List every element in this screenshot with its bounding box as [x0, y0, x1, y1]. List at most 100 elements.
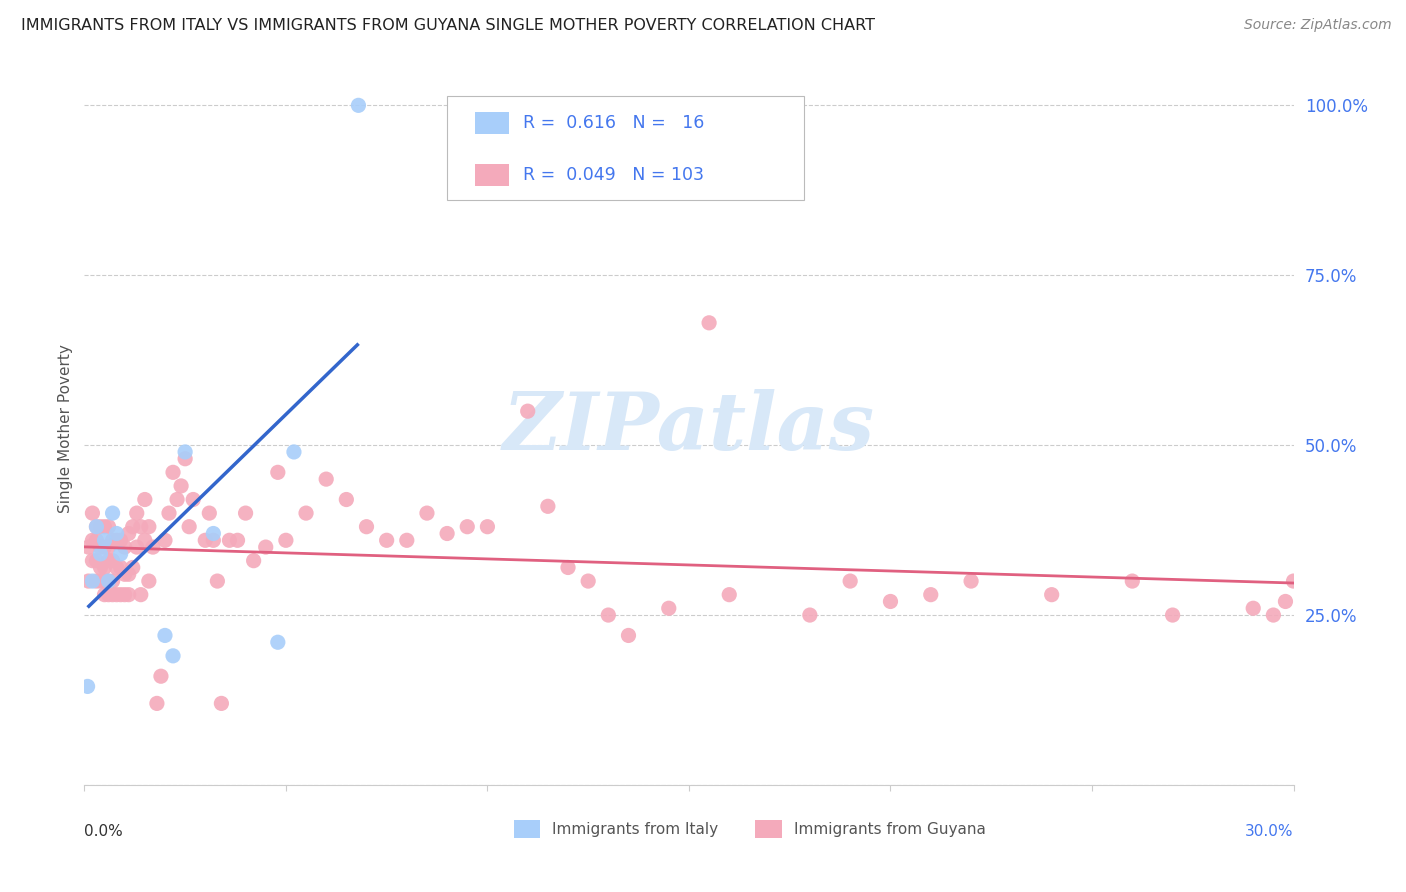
Point [375, 533, 398, 548]
Point [93, 560, 115, 574]
Point [89, 547, 111, 561]
Point [166, 492, 188, 507]
Point [105, 588, 128, 602]
Point [97, 519, 120, 533]
Point [1161, 608, 1184, 623]
Point [93, 574, 115, 588]
Point [101, 506, 124, 520]
Point [110, 547, 132, 561]
Point [194, 533, 217, 548]
Point [1274, 594, 1296, 608]
Point [142, 540, 165, 554]
Point [86, 533, 108, 548]
FancyBboxPatch shape [755, 820, 782, 838]
Point [89, 560, 111, 574]
FancyBboxPatch shape [475, 112, 509, 134]
Point [235, 506, 257, 520]
Point [879, 594, 901, 608]
Point [174, 451, 197, 466]
Point [153, 628, 176, 642]
Point [202, 526, 225, 541]
Point [162, 466, 184, 480]
Point [198, 506, 221, 520]
Point [799, 608, 821, 623]
Point [118, 588, 141, 602]
Point [105, 526, 128, 541]
Text: R =  0.049   N = 103: R = 0.049 N = 103 [523, 166, 704, 184]
Text: IMMIGRANTS FROM ITALY VS IMMIGRANTS FROM GUYANA SINGLE MOTHER POVERTY CORRELATIO: IMMIGRANTS FROM ITALY VS IMMIGRANTS FROM… [21, 18, 875, 33]
Point [617, 628, 640, 642]
Point [174, 445, 197, 459]
Point [86, 574, 108, 588]
Point [105, 560, 128, 574]
Point [436, 526, 458, 541]
Text: ZIPatlas: ZIPatlas [503, 390, 875, 467]
Point [920, 588, 942, 602]
Point [82, 574, 104, 588]
Point [1263, 608, 1285, 623]
FancyBboxPatch shape [447, 96, 804, 200]
Point [149, 669, 172, 683]
Point [82, 506, 104, 520]
Point [129, 519, 152, 533]
Point [97, 574, 120, 588]
FancyBboxPatch shape [475, 163, 509, 186]
Point [118, 567, 141, 582]
Point [157, 506, 180, 520]
Point [356, 519, 378, 533]
Point [110, 588, 132, 602]
Point [557, 560, 579, 574]
Point [697, 316, 720, 330]
Point [179, 519, 201, 533]
Point [218, 533, 240, 548]
Point [335, 492, 357, 507]
Point [254, 540, 277, 554]
Point [226, 533, 249, 548]
Point [1040, 588, 1063, 602]
Point [93, 540, 115, 554]
Point [82, 533, 104, 548]
Point [89, 540, 111, 554]
Point [153, 533, 176, 548]
Point [101, 554, 124, 568]
Point [101, 533, 124, 548]
Point [134, 492, 156, 507]
Point [114, 567, 136, 582]
Point [274, 533, 297, 548]
Text: R =  0.616   N =   16: R = 0.616 N = 16 [523, 114, 704, 132]
Point [242, 554, 264, 568]
Point [110, 560, 132, 574]
Point [114, 588, 136, 602]
Point [267, 466, 290, 480]
Y-axis label: Single Mother Poverty: Single Mother Poverty [58, 343, 73, 513]
Point [283, 445, 305, 459]
Point [93, 519, 115, 533]
Point [1121, 574, 1143, 588]
Point [138, 519, 160, 533]
Point [125, 506, 148, 520]
Point [105, 533, 128, 548]
Point [134, 533, 156, 548]
Text: Source: ZipAtlas.com: Source: ZipAtlas.com [1244, 18, 1392, 32]
Point [76, 680, 98, 694]
Point [576, 574, 599, 588]
Point [347, 98, 370, 112]
Point [93, 533, 115, 548]
Point [456, 519, 478, 533]
Point [839, 574, 862, 588]
Point [77, 540, 100, 554]
Point [267, 635, 290, 649]
Point [170, 479, 193, 493]
Point [82, 554, 104, 568]
Point [1241, 601, 1264, 615]
Point [181, 492, 204, 507]
Point [207, 574, 229, 588]
FancyBboxPatch shape [513, 820, 540, 838]
Point [114, 540, 136, 554]
Point [77, 574, 100, 588]
Point [110, 533, 132, 548]
Point [718, 588, 741, 602]
Point [121, 560, 143, 574]
Point [97, 588, 120, 602]
Point [477, 519, 499, 533]
